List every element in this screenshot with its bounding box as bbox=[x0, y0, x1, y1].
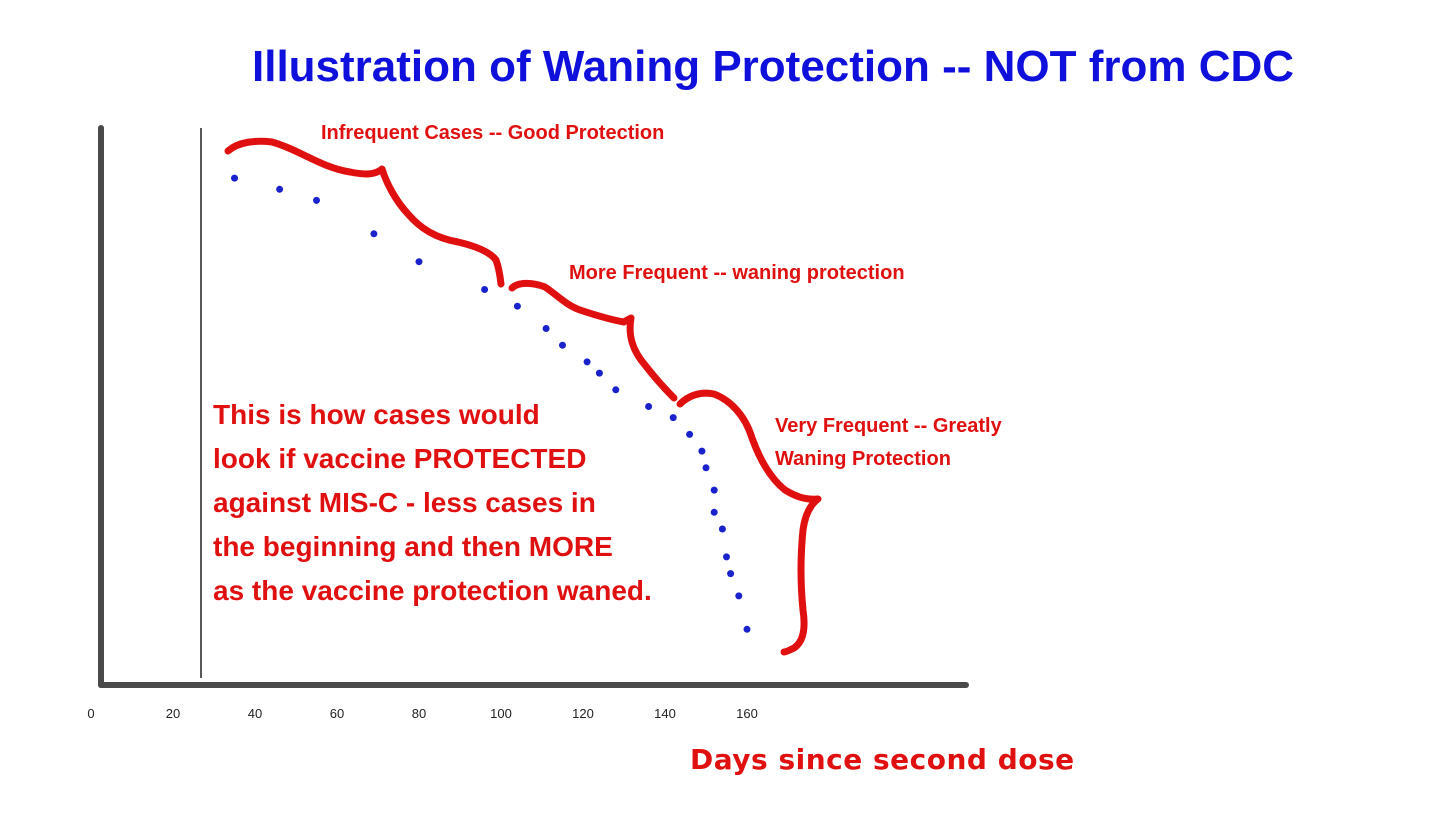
data-point bbox=[710, 508, 718, 516]
x-tick-label: 40 bbox=[248, 706, 262, 721]
data-point bbox=[370, 230, 378, 238]
data-point bbox=[583, 358, 591, 366]
x-tick-label: 140 bbox=[654, 706, 676, 721]
data-point bbox=[415, 258, 423, 266]
data-points bbox=[231, 174, 751, 633]
x-tick-label: 80 bbox=[412, 706, 426, 721]
annotation-greatly-waning-line-2: Waning Protection bbox=[775, 448, 951, 470]
x-axis-label: Days since second dose bbox=[690, 743, 1075, 776]
data-point bbox=[698, 447, 706, 455]
x-tick-label: 160 bbox=[736, 706, 758, 721]
bracket-good-protection bbox=[224, 137, 505, 288]
data-point bbox=[645, 403, 653, 410]
note-line-3: against MIS-C - less cases in bbox=[213, 487, 596, 518]
data-point bbox=[612, 386, 620, 394]
data-point bbox=[542, 325, 550, 332]
data-point bbox=[735, 592, 743, 600]
data-point bbox=[513, 302, 521, 310]
data-point bbox=[276, 185, 284, 193]
note-line-4: the beginning and then MORE bbox=[213, 531, 613, 562]
data-point bbox=[481, 286, 489, 293]
x-tick-label: 60 bbox=[330, 706, 344, 721]
data-point bbox=[313, 196, 320, 204]
data-point bbox=[718, 525, 726, 533]
note-line-1: This is how cases would bbox=[213, 399, 540, 430]
data-point bbox=[702, 464, 710, 472]
x-tick-label: 0 bbox=[87, 706, 94, 721]
annotation-greatly-waning: Very Frequent -- Greatly Waning Protecti… bbox=[775, 410, 1002, 476]
x-tick-label: 120 bbox=[572, 706, 594, 721]
explanation-note: This is how cases would look if vaccine … bbox=[213, 393, 652, 613]
x-tick-label: 100 bbox=[490, 706, 512, 721]
data-point bbox=[686, 430, 694, 438]
chart-title: Illustration of Waning Protection -- NOT… bbox=[252, 42, 1295, 91]
data-point bbox=[710, 486, 718, 494]
data-point bbox=[669, 414, 677, 422]
data-point bbox=[723, 553, 730, 561]
note-line-2: look if vaccine PROTECTED bbox=[213, 443, 587, 474]
data-point bbox=[231, 174, 238, 182]
data-point bbox=[727, 570, 735, 578]
bracket-waning-protection bbox=[508, 279, 678, 402]
note-line-5: as the vaccine protection waned. bbox=[213, 575, 652, 606]
x-tick-label: 20 bbox=[166, 706, 180, 721]
data-point bbox=[559, 341, 566, 349]
annotation-good-protection: Infrequent Cases -- Good Protection bbox=[321, 122, 665, 144]
annotation-waning-protection: More Frequent -- waning protection bbox=[569, 262, 905, 284]
bracket-greatly-waning-protection bbox=[676, 389, 822, 656]
data-point bbox=[595, 369, 603, 377]
annotation-greatly-waning-line-1: Very Frequent -- Greatly bbox=[775, 415, 1002, 437]
x-axis-ticks: 0 20 40 60 80 100 120 140 160 bbox=[87, 706, 757, 721]
data-point bbox=[743, 625, 751, 633]
